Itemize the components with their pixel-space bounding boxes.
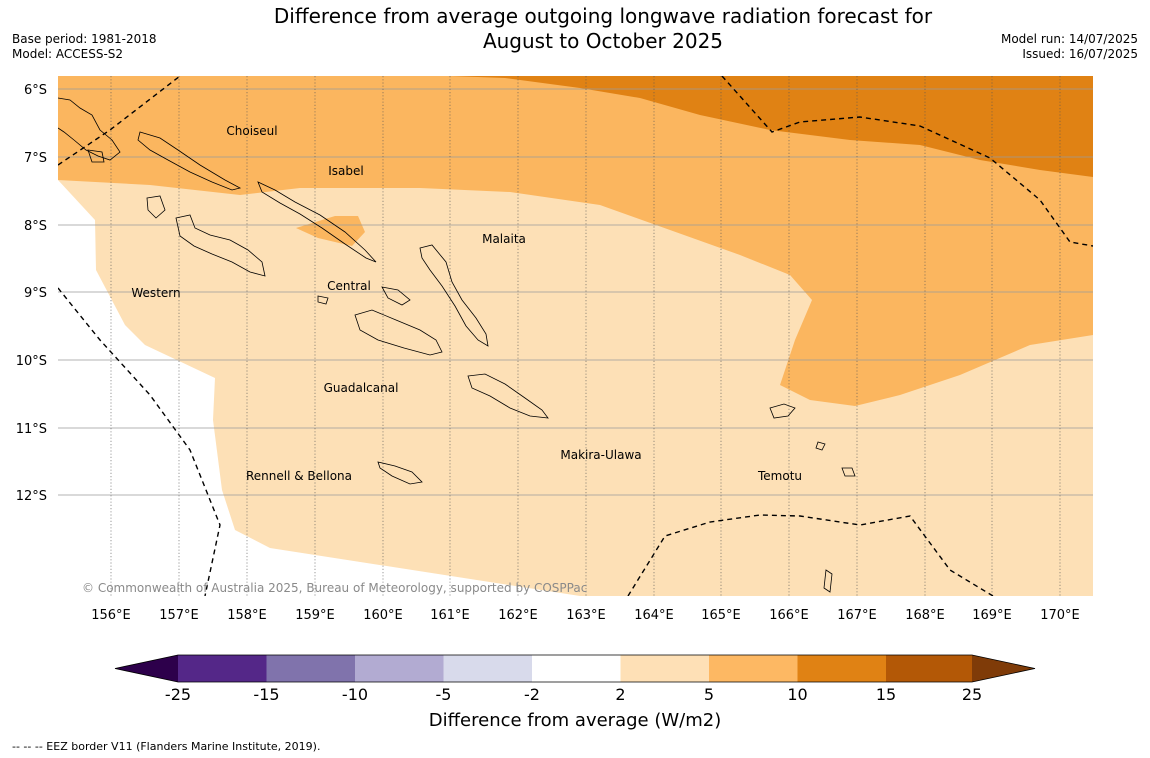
lon-label: 168°E bbox=[905, 608, 945, 623]
island-malaita bbox=[419, 244, 489, 347]
title-line-1: Difference from average outgoing longwav… bbox=[273, 4, 933, 28]
label-guadalcanal: Guadalcanal bbox=[324, 381, 399, 395]
lon-label: 165°E bbox=[701, 608, 741, 623]
coastlines bbox=[58, 97, 856, 593]
label-isabel: Isabel bbox=[328, 164, 363, 178]
island-vanikoro bbox=[841, 467, 856, 477]
lat-gridlines bbox=[58, 88, 1093, 496]
island-anuta bbox=[823, 569, 833, 593]
colorbar-tick: -25 bbox=[165, 685, 191, 704]
meta-left: Base period: 1981-2018 Model: ACCESS-S2 bbox=[12, 32, 157, 62]
base-period: Base period: 1981-2018 bbox=[12, 32, 157, 46]
issued-date: Issued: 16/07/2025 bbox=[1022, 47, 1138, 61]
colorbar-segment bbox=[886, 655, 972, 682]
island-bougainville bbox=[58, 97, 121, 161]
ols-band-5-10 bbox=[58, 76, 1093, 406]
lon-label: 169°E bbox=[972, 608, 1012, 623]
colorbar-tick: 25 bbox=[962, 685, 982, 704]
island-guadalcanal bbox=[354, 309, 443, 356]
meta-right: Model run: 14/07/2025 Issued: 16/07/2025 bbox=[1001, 32, 1138, 62]
island-florida bbox=[381, 286, 411, 306]
colorbar-segment bbox=[355, 655, 444, 682]
island-shortland bbox=[87, 149, 105, 163]
label-choiseul: Choiseul bbox=[226, 124, 277, 138]
label-temotu: Temotu bbox=[757, 469, 802, 483]
colorbar-tick: -10 bbox=[342, 685, 368, 704]
label-makira: Makira-Ulawa bbox=[560, 448, 641, 462]
ols-band-10-15 bbox=[450, 76, 1093, 177]
lon-label: 162°E bbox=[498, 608, 538, 623]
colorbar-extend-high bbox=[972, 655, 1035, 682]
island-new-georgia bbox=[175, 214, 266, 277]
eez-borders bbox=[58, 76, 1093, 596]
island-isabel bbox=[257, 181, 377, 263]
colorbar: -25 -15 -10 -5 -2 2 5 10 15 25 Differenc… bbox=[114, 654, 1036, 731]
colorbar-segment bbox=[797, 655, 886, 682]
lon-labels: 156°E 157°E 158°E 159°E 160°E 161°E 162°… bbox=[91, 608, 1080, 623]
colorbar-segment bbox=[532, 655, 621, 682]
island-makira bbox=[467, 373, 549, 419]
lat-labels: 6°S 7°S 8°S 9°S 10°S 11°S 12°S bbox=[16, 83, 47, 504]
eez-south bbox=[627, 514, 994, 596]
lon-label: 170°E bbox=[1040, 608, 1080, 623]
island-vella bbox=[146, 195, 166, 219]
colorbar-outline bbox=[114, 654, 1036, 683]
colorbar-tick: -5 bbox=[436, 685, 452, 704]
model-name: Model: ACCESS-S2 bbox=[12, 47, 124, 61]
map-title: Difference from average outgoing longwav… bbox=[0, 4, 1150, 54]
island-rennell bbox=[377, 461, 423, 485]
colorbar-segment bbox=[178, 655, 267, 682]
colorbar-segment bbox=[266, 655, 355, 682]
label-malaita: Malaita bbox=[482, 232, 526, 246]
colorbar-title: Difference from average (W/m2) bbox=[429, 710, 721, 731]
lon-label: 158°E bbox=[227, 608, 267, 623]
label-western: Western bbox=[131, 286, 180, 300]
lon-label: 156°E bbox=[91, 608, 131, 623]
model-run: Model run: 14/07/2025 bbox=[1000, 32, 1138, 46]
label-rennell: Rennell & Bellona bbox=[246, 469, 352, 483]
lat-label: 8°S bbox=[24, 219, 47, 234]
colorbar-segment bbox=[620, 655, 709, 682]
colorbar-tick: 5 bbox=[704, 685, 714, 704]
lat-label: 12°S bbox=[16, 489, 47, 504]
ols-patch-5-10 bbox=[296, 216, 365, 246]
island-santa-cruz bbox=[769, 403, 796, 419]
lon-label: 167°E bbox=[837, 608, 877, 623]
lon-label: 161°E bbox=[430, 608, 470, 623]
colorbar-tick: 10 bbox=[787, 685, 807, 704]
lat-label: 6°S bbox=[24, 83, 47, 98]
eez-west bbox=[58, 287, 221, 596]
lat-label: 10°S bbox=[16, 354, 47, 369]
colorbar-segment bbox=[709, 655, 798, 682]
colorbar-tick: 15 bbox=[876, 685, 896, 704]
lat-label: 11°S bbox=[16, 422, 47, 437]
colorbar-tick: -2 bbox=[524, 685, 540, 704]
lat-label: 7°S bbox=[24, 151, 47, 166]
island-utupua bbox=[815, 441, 826, 451]
map-area: Choiseul Isabel Malaita Western Central … bbox=[58, 76, 1093, 596]
lon-label: 157°E bbox=[159, 608, 199, 623]
colorbar-extend-low bbox=[115, 655, 178, 682]
lon-label: 163°E bbox=[566, 608, 606, 623]
colorbar-ticks: -25 -15 -10 -5 -2 2 5 10 15 25 bbox=[165, 685, 982, 704]
lon-label: 160°E bbox=[363, 608, 403, 623]
eez-north-west bbox=[58, 76, 181, 166]
lat-label: 9°S bbox=[24, 286, 47, 301]
colorbar-segment bbox=[443, 655, 532, 682]
colorbar-tick: -15 bbox=[253, 685, 279, 704]
island-choiseul bbox=[137, 131, 242, 191]
footnote: -- -- -- EEZ border V11 (Flanders Marine… bbox=[12, 740, 321, 753]
lon-gridlines bbox=[110, 76, 1061, 596]
copyright: © Commonwealth of Australia 2025, Bureau… bbox=[82, 581, 587, 595]
label-central: Central bbox=[327, 279, 371, 293]
eez-north-east bbox=[721, 76, 1093, 247]
lon-label: 164°E bbox=[634, 608, 674, 623]
lon-label: 159°E bbox=[295, 608, 335, 623]
lon-label: 166°E bbox=[769, 608, 809, 623]
place-labels: Choiseul Isabel Malaita Western Central … bbox=[131, 124, 802, 483]
colorbar-tick: 2 bbox=[615, 685, 625, 704]
title-line-2: August to October 2025 bbox=[482, 29, 724, 53]
island-russell bbox=[317, 295, 329, 305]
